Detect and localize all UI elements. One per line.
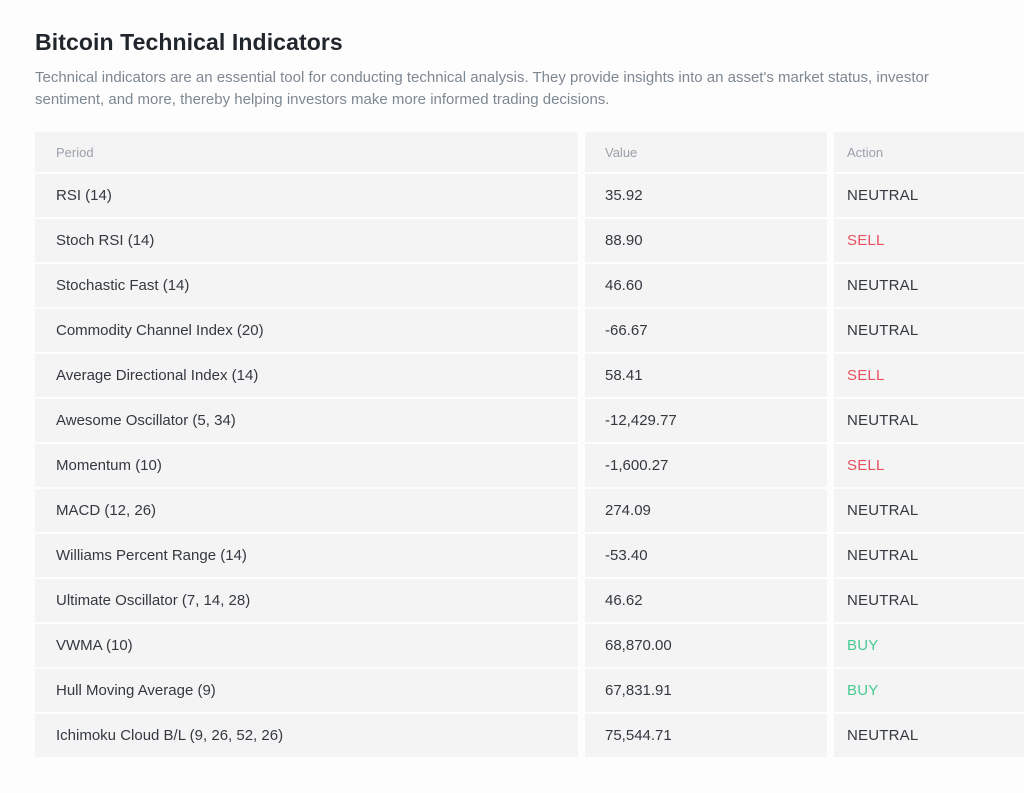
column-header-period: Period bbox=[35, 132, 578, 172]
indicator-value: 35.92 bbox=[585, 174, 827, 217]
indicator-action: NEUTRAL bbox=[834, 399, 1024, 442]
table-row: Ichimoku Cloud B/L (9, 26, 52, 26) 75,54… bbox=[35, 714, 1024, 757]
indicator-name: RSI (14) bbox=[35, 174, 578, 217]
table-row: Commodity Channel Index (20) -66.67 NEUT… bbox=[35, 309, 1024, 352]
indicator-value: -12,429.77 bbox=[585, 399, 827, 442]
indicator-name: Awesome Oscillator (5, 34) bbox=[35, 399, 578, 442]
indicator-value: 274.09 bbox=[585, 489, 827, 532]
indicator-name: MACD (12, 26) bbox=[35, 489, 578, 532]
table-row: Stochastic Fast (14) 46.60 NEUTRAL bbox=[35, 264, 1024, 307]
indicator-action: NEUTRAL bbox=[834, 264, 1024, 307]
table-row: MACD (12, 26) 274.09 NEUTRAL bbox=[35, 489, 1024, 532]
indicator-value: 68,870.00 bbox=[585, 624, 827, 667]
table-row: Momentum (10) -1,600.27 SELL bbox=[35, 444, 1024, 487]
indicator-action: BUY bbox=[834, 624, 1024, 667]
table-row: RSI (14) 35.92 NEUTRAL bbox=[35, 174, 1024, 217]
indicator-action: BUY bbox=[834, 669, 1024, 712]
indicator-name: VWMA (10) bbox=[35, 624, 578, 667]
page-title: Bitcoin Technical Indicators bbox=[35, 29, 343, 55]
indicators-table: Period Value Action RSI (14) 35.92 NEUTR… bbox=[35, 132, 1024, 757]
indicator-value: 67,831.91 bbox=[585, 669, 827, 712]
column-header-value: Value bbox=[585, 132, 827, 172]
indicator-name: Stoch RSI (14) bbox=[35, 219, 578, 262]
page-description: Technical indicators are an essential to… bbox=[35, 69, 929, 108]
indicator-value: 88.90 bbox=[585, 219, 827, 262]
table-row: Awesome Oscillator (5, 34) -12,429.77 NE… bbox=[35, 399, 1024, 442]
indicator-value: 46.60 bbox=[585, 264, 827, 307]
indicator-name: Momentum (10) bbox=[35, 444, 578, 487]
indicator-name: Average Directional Index (14) bbox=[35, 354, 578, 397]
table-row: Ultimate Oscillator (7, 14, 28) 46.62 NE… bbox=[35, 579, 1024, 622]
indicator-action: SELL bbox=[834, 354, 1024, 397]
table-row: Average Directional Index (14) 58.41 SEL… bbox=[35, 354, 1024, 397]
indicator-value: -1,600.27 bbox=[585, 444, 827, 487]
indicator-action: SELL bbox=[834, 219, 1024, 262]
table-row: VWMA (10) 68,870.00 BUY bbox=[35, 624, 1024, 667]
indicator-value: -66.67 bbox=[585, 309, 827, 352]
table-row: Hull Moving Average (9) 67,831.91 BUY bbox=[35, 669, 1024, 712]
indicator-value: -53.40 bbox=[585, 534, 827, 577]
table-row: Stoch RSI (14) 88.90 SELL bbox=[35, 219, 1024, 262]
indicator-name: Stochastic Fast (14) bbox=[35, 264, 578, 307]
indicator-name: Ichimoku Cloud B/L (9, 26, 52, 26) bbox=[35, 714, 578, 757]
table-header-row: Period Value Action bbox=[35, 132, 1024, 172]
indicator-name: Williams Percent Range (14) bbox=[35, 534, 578, 577]
indicator-action: NEUTRAL bbox=[834, 714, 1024, 757]
indicator-action: SELL bbox=[834, 444, 1024, 487]
indicator-name: Ultimate Oscillator (7, 14, 28) bbox=[35, 579, 578, 622]
indicator-action: NEUTRAL bbox=[834, 309, 1024, 352]
indicator-value: 46.62 bbox=[585, 579, 827, 622]
indicator-value: 75,544.71 bbox=[585, 714, 827, 757]
indicator-name: Commodity Channel Index (20) bbox=[35, 309, 578, 352]
indicator-value: 58.41 bbox=[585, 354, 827, 397]
indicator-action: NEUTRAL bbox=[834, 174, 1024, 217]
indicator-action: NEUTRAL bbox=[834, 489, 1024, 532]
table-row: Williams Percent Range (14) -53.40 NEUTR… bbox=[35, 534, 1024, 577]
column-header-action: Action bbox=[834, 132, 1024, 172]
indicator-action: NEUTRAL bbox=[834, 579, 1024, 622]
indicator-name: Hull Moving Average (9) bbox=[35, 669, 578, 712]
indicator-action: NEUTRAL bbox=[834, 534, 1024, 577]
technical-indicators-section: Bitcoin Technical Indicators Technical i… bbox=[35, 29, 1024, 757]
